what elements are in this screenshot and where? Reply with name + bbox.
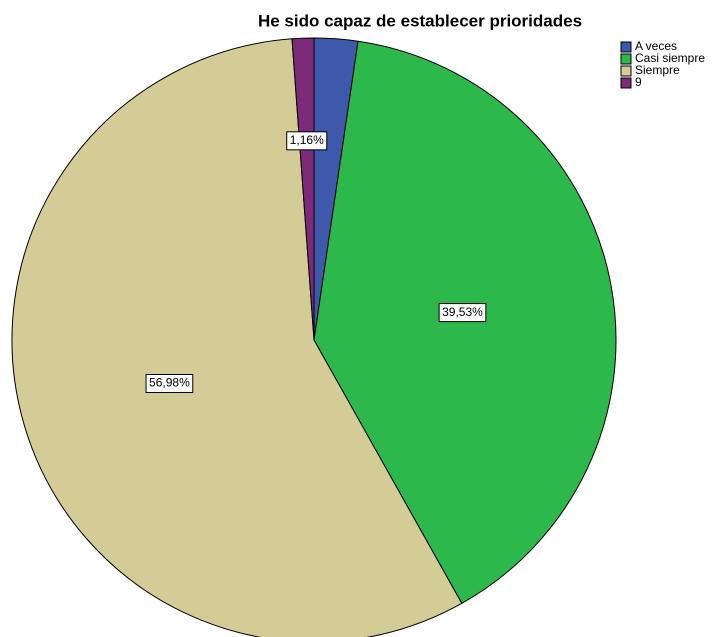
legend-label: 9	[635, 75, 642, 89]
data-label-box	[286, 131, 328, 151]
data-label: 39,53%	[438, 303, 487, 323]
data-label-box	[145, 373, 194, 393]
legend-label: Casi siempre	[635, 51, 705, 65]
data-label-text: 56,98%	[149, 376, 190, 390]
data-label-text: 39,53%	[442, 305, 483, 319]
legend-swatch	[620, 65, 632, 77]
legend-swatch	[620, 41, 632, 53]
data-label-text: 1,16%	[290, 133, 324, 147]
chart-title: He sido capaz de establecer prioridades	[258, 11, 582, 30]
data-label-box	[438, 303, 487, 323]
legend-swatch	[620, 77, 632, 89]
data-label: 1,16%	[286, 131, 328, 151]
pie-slice	[291, 37, 315, 341]
pie-slice	[313, 40, 617, 605]
legend-swatch	[620, 53, 632, 65]
pie-slice	[11, 38, 463, 637]
data-label: 56,98%	[145, 373, 194, 393]
legend-label: A veces	[635, 39, 677, 53]
legend-label: Siempre	[635, 63, 680, 77]
